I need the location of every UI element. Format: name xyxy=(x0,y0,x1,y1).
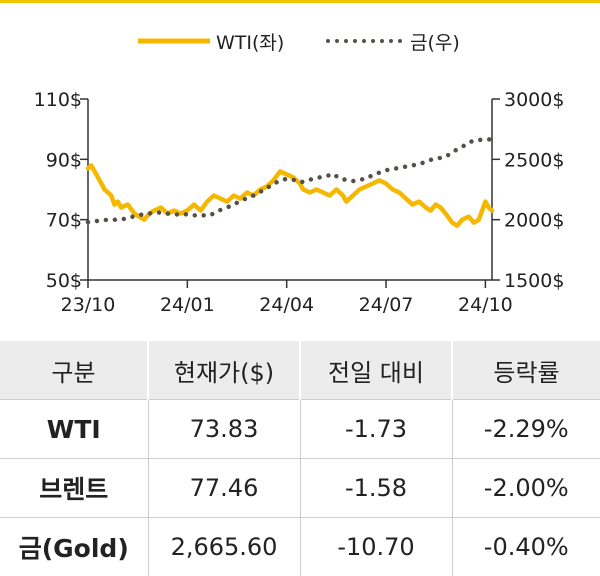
header-change: 전일 대비 xyxy=(300,341,452,400)
series-layer xyxy=(88,139,492,225)
row-rate: -2.29% xyxy=(452,400,600,459)
legend-label-gold: 금(우) xyxy=(410,32,460,54)
row-price: 2,665.60 xyxy=(148,518,300,576)
table-header-row: 구분 현재가($) 전일 대비 등락률 xyxy=(0,341,600,400)
x-tick-label: 23/10 xyxy=(61,294,116,316)
wti-series-line xyxy=(88,165,492,225)
row-price: 73.83 xyxy=(148,400,300,459)
legend-label-wti: WTI(좌) xyxy=(216,32,284,54)
row-name: 금(Gold) xyxy=(0,518,148,576)
row-change: -10.70 xyxy=(300,518,452,576)
x-tick-label: 24/01 xyxy=(160,294,215,316)
table-row: 금(Gold) 2,665.60 -10.70 -0.40% xyxy=(0,518,600,576)
x-tick-label: 24/07 xyxy=(359,294,414,316)
row-name: 브렌트 xyxy=(0,459,148,518)
price-line-chart: WTI(좌) 금(우) 50$ 70$ 90$ 110$ 1500$ 2000$ 2500… xyxy=(0,0,600,340)
row-change: -1.58 xyxy=(300,459,452,518)
header-change-rate: 등락률 xyxy=(452,341,600,400)
row-price: 77.46 xyxy=(148,459,300,518)
header-current-price: 현재가($) xyxy=(148,341,300,400)
legend: WTI(좌) 금(우) xyxy=(138,32,460,54)
left-y-tick-label: 90$ xyxy=(46,149,82,171)
left-y-ticks: 50$ 70$ 90$ 110$ xyxy=(34,89,88,292)
table-row: WTI 73.83 -1.73 -2.29% xyxy=(0,400,600,459)
right-y-tick-label: 3000$ xyxy=(504,89,564,111)
right-y-tick-label: 2500$ xyxy=(504,149,564,171)
right-y-ticks: 1500$ 2000$ 2500$ 3000$ xyxy=(492,89,564,292)
row-rate: -0.40% xyxy=(452,518,600,576)
x-tick-label: 24/04 xyxy=(259,294,314,316)
right-y-tick-label: 2000$ xyxy=(504,210,564,232)
left-y-tick-label: 70$ xyxy=(46,210,82,232)
row-change: -1.73 xyxy=(300,400,452,459)
table-row: 브렌트 77.46 -1.58 -2.00% xyxy=(0,459,600,518)
row-name: WTI xyxy=(0,400,148,459)
price-table: 구분 현재가($) 전일 대비 등락률 WTI 73.83 -1.73 -2.2… xyxy=(0,341,600,576)
right-y-tick-label: 1500$ xyxy=(504,270,564,292)
x-ticks: 23/10 24/01 24/04 24/07 24/10 xyxy=(61,280,513,316)
left-y-tick-label: 50$ xyxy=(46,270,82,292)
header-category: 구분 xyxy=(0,341,148,400)
left-y-tick-label: 110$ xyxy=(34,89,82,111)
row-rate: -2.00% xyxy=(452,459,600,518)
x-tick-label: 24/10 xyxy=(458,294,513,316)
